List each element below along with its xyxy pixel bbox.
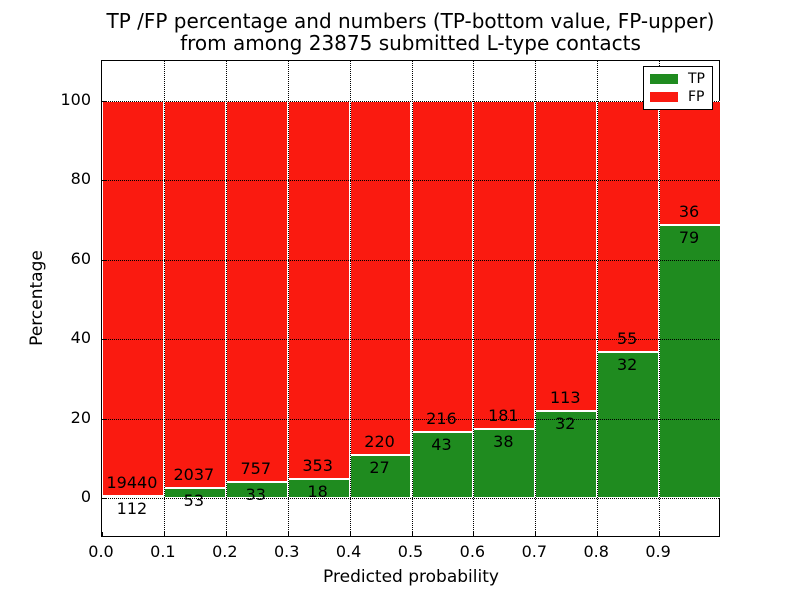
legend: TP FP bbox=[643, 66, 713, 110]
x-tick bbox=[163, 532, 165, 536]
fp-count-label: 757 bbox=[240, 458, 272, 478]
tp-count-label: 53 bbox=[183, 491, 205, 511]
fp-bar-segment bbox=[535, 100, 598, 411]
tp-count-label: 43 bbox=[431, 435, 452, 455]
y-tick bbox=[102, 498, 106, 500]
x-tick bbox=[349, 532, 351, 536]
legend-patch-fp-icon bbox=[650, 91, 678, 102]
tp-count-label: 112 bbox=[116, 498, 148, 518]
y-tick bbox=[102, 259, 106, 261]
vertical-gridline bbox=[163, 61, 165, 536]
tp-bar-segment bbox=[659, 225, 721, 499]
x-tick bbox=[659, 532, 661, 536]
y-tick-label: 80 bbox=[70, 169, 91, 189]
x-tick-label: 0.9 bbox=[645, 542, 671, 561]
tp-bar-segment bbox=[597, 352, 660, 499]
tp-bar-segment bbox=[349, 454, 412, 499]
chart-title: TP /FP percentage and numbers (TP-bottom… bbox=[101, 10, 720, 54]
fp-bar-segment bbox=[102, 100, 164, 496]
tp-count-label: 27 bbox=[369, 457, 390, 477]
x-tick bbox=[411, 532, 413, 536]
fp-bar-segment bbox=[287, 100, 350, 479]
vertical-gridline bbox=[411, 61, 413, 536]
legend-label-tp: TP bbox=[688, 71, 705, 88]
x-tick-label: 0.1 bbox=[150, 542, 176, 561]
horizontal-gridline bbox=[102, 259, 719, 261]
tp-bar-segment bbox=[102, 495, 164, 499]
horizontal-gridline bbox=[102, 498, 719, 500]
x-tick-label: 0.3 bbox=[273, 542, 300, 561]
plot-area bbox=[101, 60, 721, 537]
x-tick bbox=[473, 532, 475, 536]
fp-bar-segment bbox=[349, 100, 412, 455]
y-tick-label: 60 bbox=[70, 248, 91, 268]
x-tick bbox=[225, 532, 227, 536]
tp-count-label: 33 bbox=[245, 484, 266, 504]
chart-title-line1: TP /FP percentage and numbers (TP-bottom… bbox=[106, 9, 715, 33]
tp-bar-segment bbox=[535, 410, 598, 499]
vertical-gridline bbox=[287, 61, 289, 536]
fp-count-label: 216 bbox=[426, 409, 457, 429]
fp-count-label: 55 bbox=[616, 329, 638, 349]
tp-count-label: 38 bbox=[493, 432, 514, 452]
vertical-gridline bbox=[597, 61, 599, 536]
fp-bar-segment bbox=[225, 100, 288, 482]
vertical-gridline bbox=[349, 61, 351, 536]
fp-bar-segment bbox=[597, 100, 660, 353]
y-tick bbox=[102, 100, 106, 102]
fp-count-label: 36 bbox=[678, 202, 700, 222]
y-tick-label: 0 bbox=[80, 487, 91, 507]
x-tick-label: 0.4 bbox=[335, 542, 362, 561]
horizontal-gridline bbox=[102, 339, 719, 341]
y-tick bbox=[102, 180, 106, 182]
fp-count-label: 220 bbox=[364, 431, 395, 451]
fp-count-label: 181 bbox=[488, 406, 519, 426]
fp-bar-segment bbox=[473, 100, 536, 430]
horizontal-gridline bbox=[102, 100, 719, 102]
legend-patch-tp-icon bbox=[650, 74, 678, 85]
fp-count-label: 2037 bbox=[173, 465, 215, 485]
x-tick-label: 0.0 bbox=[88, 542, 114, 561]
fp-bar-segment bbox=[659, 100, 721, 226]
fp-count-label: 113 bbox=[549, 387, 581, 407]
chart-title-line2: from among 23875 submitted L-type contac… bbox=[180, 31, 641, 55]
y-tick-label: 100 bbox=[60, 89, 91, 109]
vertical-gridline bbox=[659, 61, 661, 536]
x-tick bbox=[597, 532, 599, 536]
horizontal-gridline bbox=[102, 418, 719, 420]
x-tick-label: 0.8 bbox=[583, 542, 609, 561]
fp-bar-segment bbox=[163, 100, 226, 489]
y-tick-label: 40 bbox=[70, 328, 91, 348]
x-tick-label: 0.5 bbox=[397, 542, 424, 561]
tp-count-label: 32 bbox=[555, 413, 576, 433]
tp-bar-segment bbox=[411, 432, 474, 499]
vertical-gridline bbox=[535, 61, 537, 536]
legend-item-tp: TP bbox=[650, 72, 706, 86]
tp-count-label: 79 bbox=[678, 228, 700, 248]
legend-label-fp: FP bbox=[688, 88, 705, 105]
horizontal-gridline bbox=[102, 180, 719, 182]
x-axis-label: Predicted probability bbox=[323, 567, 499, 587]
fp-count-label: 353 bbox=[302, 455, 333, 475]
x-tick-label: 0.7 bbox=[521, 542, 548, 561]
x-tick bbox=[535, 532, 537, 536]
x-tick bbox=[287, 532, 289, 536]
y-tick bbox=[102, 418, 106, 420]
y-tick bbox=[102, 339, 106, 341]
tp-bar-segment bbox=[473, 429, 536, 499]
vertical-gridline bbox=[225, 61, 227, 536]
x-tick bbox=[102, 532, 103, 536]
legend-item-fp: FP bbox=[650, 90, 706, 104]
y-tick-label: 20 bbox=[70, 407, 91, 427]
tp-count-label: 18 bbox=[307, 481, 328, 501]
fp-bar-segment bbox=[411, 100, 474, 433]
vertical-gridline bbox=[473, 61, 475, 536]
x-tick-label: 0.2 bbox=[212, 542, 238, 561]
fp-count-label: 19440 bbox=[106, 472, 158, 492]
tp-count-label: 32 bbox=[616, 355, 638, 375]
x-tick-label: 0.6 bbox=[459, 542, 486, 561]
